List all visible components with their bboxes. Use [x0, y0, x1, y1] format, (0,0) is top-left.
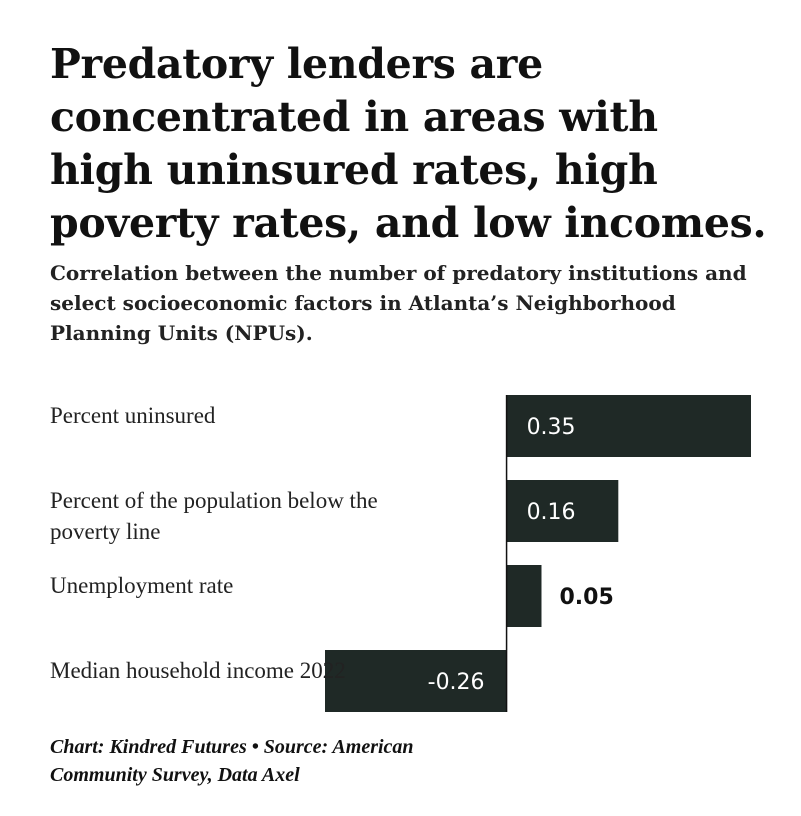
value-label: 0.35	[527, 415, 576, 440]
category-label: Unemployment rate	[50, 573, 234, 598]
chart-subtitle: Correlation between the number of predat…	[50, 261, 747, 345]
chart-title: Predatory lenders are concentrated in ar…	[50, 40, 767, 247]
bar	[506, 480, 619, 542]
bar	[506, 395, 751, 457]
category-label: Percent of the population below the pove…	[50, 488, 378, 544]
category-label: Median household income 2022	[50, 658, 346, 683]
value-label: 0.16	[527, 500, 576, 525]
category-label: Percent uninsured	[50, 403, 216, 428]
bar	[506, 565, 542, 627]
bar	[325, 650, 507, 712]
value-label: -0.26	[428, 670, 485, 695]
footer: Chart: Kindred Futures • Source: America…	[50, 736, 414, 786]
value-label: 0.05	[559, 585, 613, 610]
